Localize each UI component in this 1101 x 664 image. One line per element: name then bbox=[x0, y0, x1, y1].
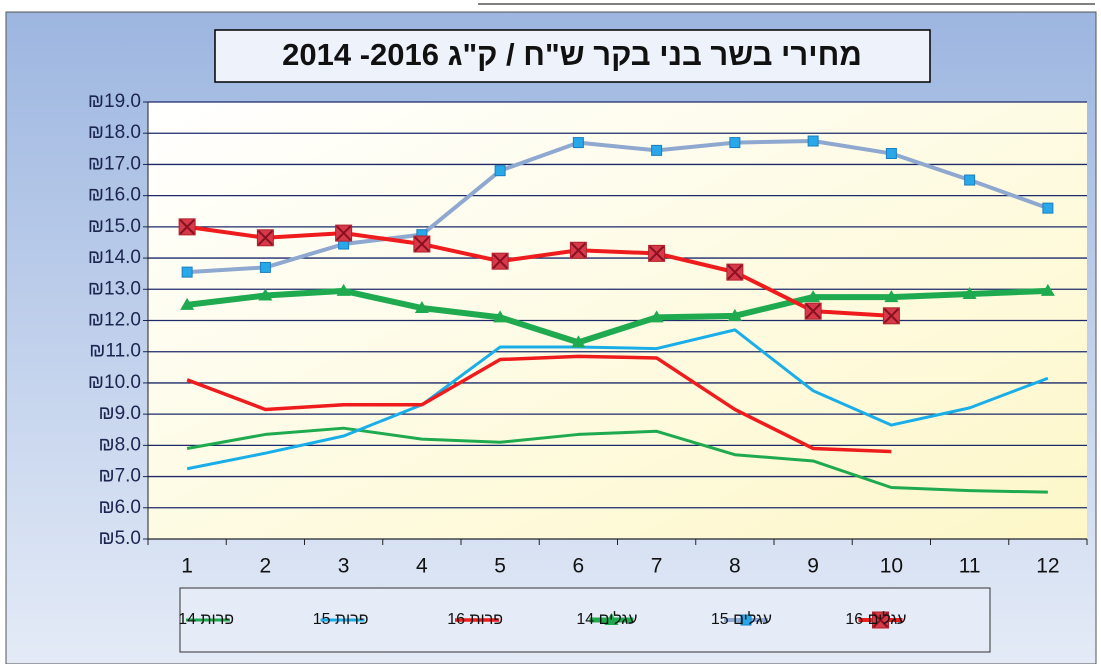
y-tick-label: ₪11.0 bbox=[89, 341, 141, 362]
data-point bbox=[882, 307, 900, 325]
legend-marker bbox=[604, 613, 619, 625]
y-tick-label: ₪10.0 bbox=[88, 372, 141, 393]
data-point bbox=[964, 174, 976, 186]
x-tick-label: 12 bbox=[1036, 555, 1059, 578]
series-line bbox=[186, 328, 1049, 471]
data-point bbox=[180, 297, 195, 310]
marker-cross bbox=[805, 303, 821, 319]
series-line bbox=[186, 224, 892, 318]
data-point bbox=[727, 308, 742, 321]
data-point bbox=[648, 244, 666, 262]
data-point bbox=[806, 290, 821, 303]
marker-cross bbox=[872, 612, 889, 628]
data-point bbox=[1040, 283, 1055, 296]
data-point bbox=[726, 263, 744, 281]
data-point bbox=[494, 165, 506, 177]
marker-cross bbox=[335, 225, 352, 241]
x-tick-label: 1 bbox=[181, 555, 193, 578]
data-point bbox=[571, 335, 586, 348]
data-point bbox=[336, 283, 351, 296]
y-tick-label: ₪16.0 bbox=[88, 185, 141, 206]
marker-cross bbox=[492, 253, 508, 269]
data-point bbox=[804, 302, 822, 320]
data-point bbox=[181, 266, 193, 278]
x-tick-label: 9 bbox=[807, 555, 819, 578]
data-point bbox=[962, 286, 977, 299]
y-tick-label: ₪12.0 bbox=[88, 310, 141, 331]
x-tick-label: 5 bbox=[494, 555, 506, 578]
y-tick-label: ₪9.0 bbox=[98, 403, 141, 424]
marker-cross bbox=[648, 245, 665, 262]
legend-label: פרות 15 bbox=[313, 611, 369, 628]
legend-label: עגלים 16 bbox=[845, 610, 906, 628]
data-point bbox=[729, 137, 741, 149]
series-line bbox=[186, 426, 1048, 494]
title-box bbox=[214, 29, 931, 83]
data-point bbox=[885, 148, 897, 160]
data-point bbox=[491, 252, 509, 270]
legend-label: עגלים 14 bbox=[576, 610, 637, 628]
data-point bbox=[884, 290, 899, 303]
data-point bbox=[335, 224, 353, 242]
x-tick-label: 4 bbox=[416, 555, 428, 578]
y-tick-label: ₪8.0 bbox=[98, 434, 141, 455]
x-tick-label: 10 bbox=[880, 555, 903, 578]
x-tick-label: 6 bbox=[573, 555, 585, 578]
data-point bbox=[178, 218, 196, 236]
y-tick-label: ₪14.0 bbox=[88, 247, 141, 268]
x-tick-label: 3 bbox=[338, 555, 350, 578]
marker-cross bbox=[179, 219, 195, 235]
legend-box bbox=[179, 587, 991, 653]
x-tick-label: 7 bbox=[651, 555, 663, 578]
data-point bbox=[649, 310, 664, 323]
data-point bbox=[256, 229, 274, 247]
y-tick-label: ₪5.0 bbox=[98, 528, 141, 549]
chart-title: מחירי בשר בני בקר ש"ח / ק"ג 2016- 2014 bbox=[282, 37, 862, 72]
series-line bbox=[186, 354, 892, 454]
y-tick-label: ₪6.0 bbox=[98, 497, 141, 518]
data-point bbox=[414, 301, 429, 314]
data-point bbox=[259, 261, 271, 273]
y-tick-label: ₪7.0 bbox=[98, 466, 141, 487]
series-line bbox=[187, 139, 1049, 275]
data-point bbox=[651, 144, 663, 156]
data-point bbox=[413, 235, 431, 253]
legend-label: פרות 14 bbox=[178, 611, 234, 628]
y-tick-label: ₪15.0 bbox=[88, 216, 141, 237]
series-line bbox=[186, 287, 1048, 346]
marker-cross bbox=[414, 236, 430, 252]
data-point bbox=[258, 288, 273, 301]
y-tick-label: ₪18.0 bbox=[88, 122, 141, 143]
y-tick-label: ₪19.0 bbox=[88, 91, 141, 112]
data-point bbox=[493, 310, 508, 323]
marker-cross bbox=[570, 242, 587, 258]
data-point bbox=[807, 135, 819, 147]
x-tick-label: 11 bbox=[959, 555, 981, 578]
legend-label: פרות 16 bbox=[447, 611, 503, 628]
marker-cross bbox=[727, 264, 743, 280]
data-point bbox=[1042, 202, 1054, 214]
marker-cross bbox=[257, 230, 274, 246]
x-tick-label: 8 bbox=[729, 555, 741, 578]
data-point bbox=[572, 137, 584, 149]
legend-marker bbox=[740, 614, 752, 626]
marker-cross bbox=[883, 308, 900, 324]
x-tick-label: 2 bbox=[260, 555, 272, 578]
y-tick-label: ₪13.0 bbox=[88, 278, 141, 299]
legend-marker bbox=[872, 611, 889, 629]
data-point bbox=[569, 241, 587, 259]
legend-label: עגלים 15 bbox=[711, 610, 772, 628]
y-tick-label: ₪17.0 bbox=[88, 153, 141, 174]
